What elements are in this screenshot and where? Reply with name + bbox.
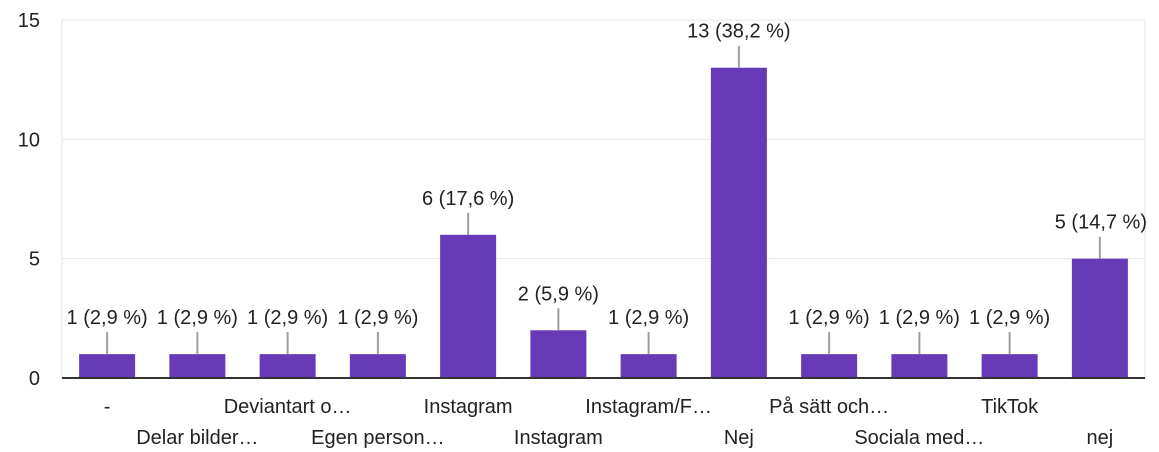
data-label: 1 (2,9 %) (969, 307, 1050, 329)
data-label: 1 (2,9 %) (67, 307, 148, 329)
data-label: 13 (38,2 %) (687, 21, 790, 43)
y-tick-label: 15 (18, 10, 40, 32)
y-tick-label: 0 (29, 368, 40, 390)
bar (349, 354, 406, 378)
bar (801, 354, 858, 378)
x-axis-category-labels: - Delar bilder… Deviantart o… Egen person… I… (104, 396, 1113, 449)
bar (981, 354, 1038, 378)
data-label: 2 (5,9 %) (518, 283, 599, 305)
data-label: 1 (2,9 %) (337, 307, 418, 329)
x-category-label: - (104, 396, 111, 418)
x-category-label: Instagram (514, 427, 603, 449)
x-category-label: På sätt och… (769, 396, 889, 418)
x-category-label: Instagram (424, 396, 513, 418)
x-category-label: Sociala med… (854, 427, 984, 449)
bar (79, 354, 136, 378)
data-label: 1 (2,9 %) (789, 307, 870, 329)
data-label: 1 (2,9 %) (157, 307, 238, 329)
x-category-label: TikTok (981, 396, 1039, 418)
x-category-label: Deviantart o… (224, 396, 352, 418)
data-label: 1 (2,9 %) (247, 307, 328, 329)
gridlines (61, 19, 1146, 378)
data-label: 6 (17,6 %) (422, 188, 514, 210)
y-axis-ticks: 0 5 10 15 (18, 10, 40, 390)
bar (891, 354, 948, 378)
data-label: 1 (2,9 %) (608, 307, 689, 329)
x-category-label: Delar bilder… (136, 427, 258, 449)
y-tick-label: 5 (29, 249, 40, 271)
bar (530, 330, 587, 378)
y-tick-label: 10 (18, 129, 40, 151)
x-category-label: Instagram/F… (585, 396, 712, 418)
bar (1071, 258, 1128, 378)
bars: 1 (2,9 %) 1 (2,9 %) 1 (2,9 %) 1 (2,9 %) 6 (1… (67, 21, 1147, 378)
x-category-label: Egen person… (311, 427, 444, 449)
bar (169, 354, 226, 378)
x-category-label: Nej (724, 427, 754, 449)
data-label: 1 (2,9 %) (879, 307, 960, 329)
bar (440, 234, 497, 378)
x-category-label: nej (1087, 427, 1114, 449)
bar (620, 354, 677, 378)
data-label: 5 (14,7 %) (1055, 212, 1147, 234)
bar (710, 67, 767, 378)
bar (259, 354, 316, 378)
